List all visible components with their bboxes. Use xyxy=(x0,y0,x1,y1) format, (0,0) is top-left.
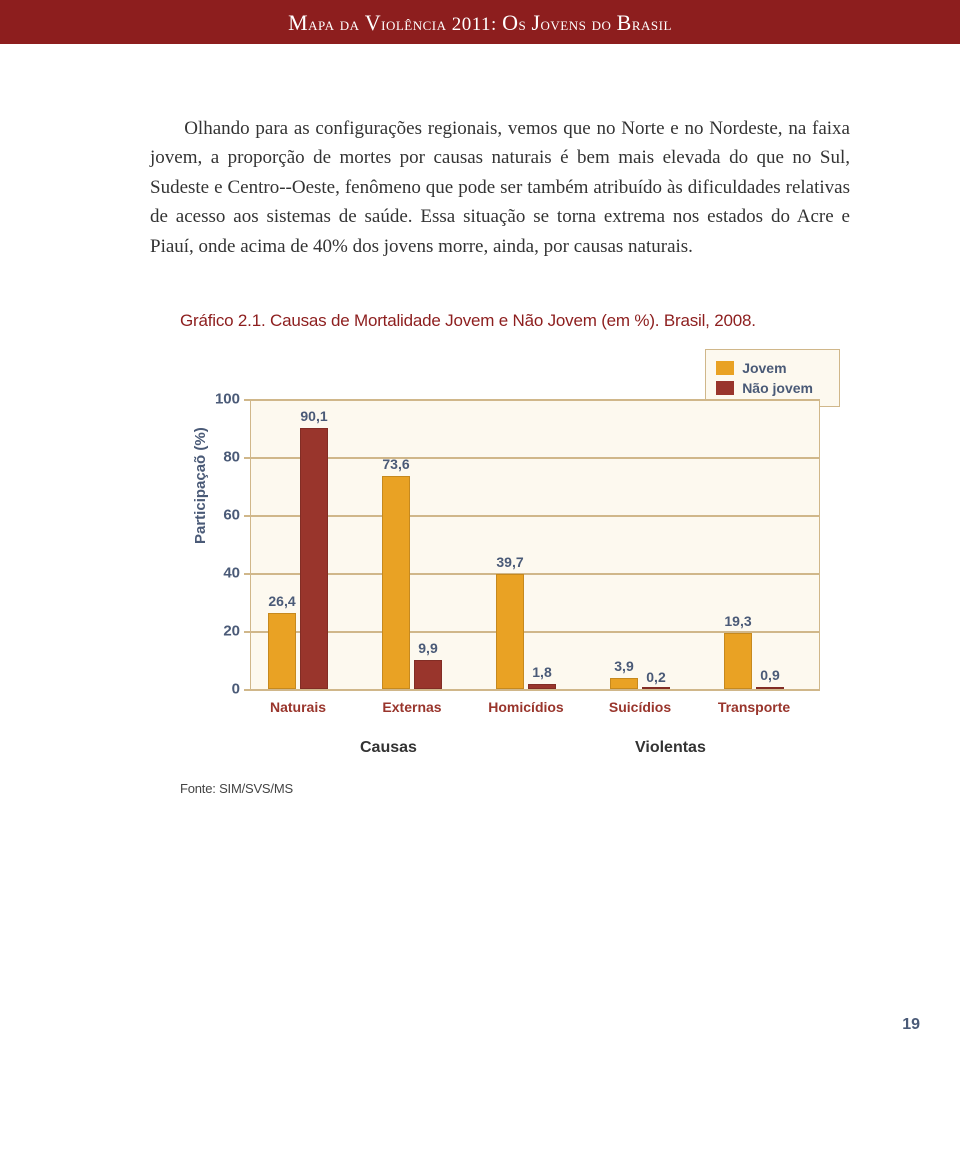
bar-nao-jovem xyxy=(300,428,328,689)
bar-value-label: 9,9 xyxy=(418,640,437,656)
y-tick-label: 100 xyxy=(215,391,250,408)
bar-value-label: 26,4 xyxy=(268,593,295,609)
category-label: Transporte xyxy=(718,699,790,715)
gridline xyxy=(250,689,820,690)
bar-chart: Jovem Não jovem Participaçaõ (%) 0 20 40 60… xyxy=(180,349,840,769)
page-header: Mapa da Violência 2011: Os Jovens do Bra… xyxy=(0,0,960,44)
y-tick-label: 60 xyxy=(223,507,250,524)
bar-value-label: 0,9 xyxy=(760,667,779,683)
category-label: Suicídios xyxy=(609,699,671,715)
chart-plot-area: 02040608010026,490,1Naturais73,69,9Exter… xyxy=(250,399,820,689)
gridline xyxy=(250,457,820,458)
bar-jovem xyxy=(268,613,296,690)
gridline xyxy=(250,573,820,574)
legend-item-naojovem: Não jovem xyxy=(716,378,813,398)
bar-jovem xyxy=(724,633,752,689)
bar-nao-jovem xyxy=(756,687,784,690)
bar-nao-jovem xyxy=(528,684,556,689)
chart-source: Fonte: SIM/SVS/MS xyxy=(180,781,850,796)
bar-value-label: 73,6 xyxy=(382,456,409,472)
y-axis-line xyxy=(250,399,251,689)
y-tick-label: 0 xyxy=(232,681,250,698)
gridline xyxy=(250,399,820,400)
page-number: 19 xyxy=(902,1016,920,1034)
axis-group-causas: Causas xyxy=(360,739,417,757)
bar-value-label: 39,7 xyxy=(496,554,523,570)
y-axis-title: Participaçaõ (%) xyxy=(192,427,209,544)
y-tick-label: 40 xyxy=(223,565,250,582)
y-tick-label: 20 xyxy=(223,623,250,640)
bar-jovem xyxy=(496,574,524,689)
bar-value-label: 3,9 xyxy=(614,658,633,674)
axis-group-violentas: Violentas xyxy=(635,739,706,757)
bar-value-label: 19,3 xyxy=(724,613,751,629)
legend-swatch-naojovem xyxy=(716,381,734,395)
legend-label-naojovem: Não jovem xyxy=(742,380,813,396)
bar-value-label: 90,1 xyxy=(300,408,327,424)
y-tick-label: 80 xyxy=(223,449,250,466)
bar-value-label: 0,2 xyxy=(646,669,665,685)
bar-jovem xyxy=(382,476,410,689)
header-title: Mapa da Violência 2011: Os Jovens do Bra… xyxy=(288,14,672,35)
bar-jovem xyxy=(610,678,638,689)
category-label: Naturais xyxy=(270,699,326,715)
category-label: Externas xyxy=(382,699,441,715)
legend-label-jovem: Jovem xyxy=(742,360,786,376)
gridline xyxy=(250,515,820,516)
legend-swatch-jovem xyxy=(716,361,734,375)
legend-item-jovem: Jovem xyxy=(716,358,813,378)
bar-value-label: 1,8 xyxy=(532,664,551,680)
chart-title: Gráfico 2.1. Causas de Mortalidade Jovem… xyxy=(180,311,850,331)
bar-nao-jovem xyxy=(642,687,670,689)
category-label: Homicídios xyxy=(488,699,563,715)
bar-nao-jovem xyxy=(414,660,442,689)
body-paragraph: Olhando para as configurações regionais,… xyxy=(150,114,850,261)
